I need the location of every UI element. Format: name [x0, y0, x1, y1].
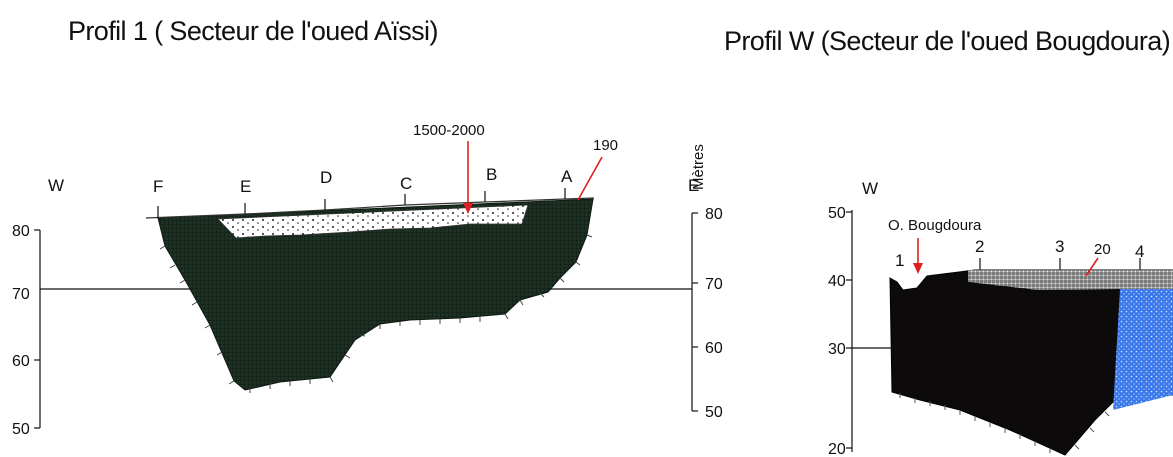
profile-W-left-axis: 50 40 30 20: [828, 205, 853, 457]
p1-left-tick-50: 50: [12, 421, 30, 438]
profile-1-left-axis: 80 70 60 50: [12, 223, 41, 438]
pW-west-label: W: [862, 179, 878, 198]
profile-1-title: Profil 1 ( Secteur de l'oued Aïssi): [68, 16, 438, 46]
p1-station-ticks: [157, 188, 566, 218]
p1-station-B: B: [486, 165, 497, 184]
profile-1-right-axis: 80 70 60 50 Mètres E: [688, 144, 723, 421]
pW-station-1: 1: [895, 251, 904, 270]
p1-station-C: C: [400, 174, 412, 193]
p1-annotation-value: 190: [593, 137, 618, 154]
p1-right-tick-50: 50: [705, 404, 723, 421]
p1-left-tick-60: 60: [12, 353, 30, 370]
p1-left-tick-70: 70: [12, 286, 30, 303]
pW-left-tick-40: 40: [828, 273, 846, 290]
p1-station-A: A: [561, 167, 573, 186]
p1-range-arrowhead: [463, 203, 473, 214]
p1-west-label: W: [48, 176, 64, 195]
pW-left-tick-20: 20: [828, 441, 846, 457]
p1-right-tick-80: 80: [705, 206, 723, 223]
profile-W: Profil W (Secteur de l'oued Bougdoura) 5…: [724, 26, 1173, 457]
p1-annotation-range: 1500-2000: [413, 122, 485, 139]
p1-right-tick-60: 60: [705, 340, 723, 357]
p1-station-D: D: [320, 168, 332, 187]
pW-station-3: 3: [1055, 237, 1064, 256]
pW-value-pointer: [1085, 257, 1099, 277]
profile-1: Profil 1 ( Secteur de l'oued Aïssi) 80 7…: [12, 16, 723, 438]
p1-left-tick-80: 80: [12, 223, 30, 240]
pW-station-4: 4: [1135, 242, 1144, 261]
p1-value-pointer: [577, 156, 603, 201]
pW-aquifer-zone: [1113, 283, 1173, 410]
pW-left-tick-50: 50: [828, 205, 846, 222]
pW-station-ticks: [979, 258, 1141, 270]
p1-right-tick-70: 70: [705, 276, 723, 293]
pW-left-tick-30: 30: [828, 341, 846, 358]
p1-station-E: E: [240, 177, 251, 196]
pW-river-arrowhead: [913, 263, 923, 274]
p1-bedrock: [157, 198, 594, 391]
pW-station-2: 2: [975, 237, 984, 256]
pW-contact-hatching: [899, 393, 1110, 453]
pW-river-label: O. Bougdoura: [888, 217, 982, 234]
pW-annotation-value: 20: [1094, 241, 1111, 258]
p1-alluvium-lens: [217, 204, 529, 239]
profile-W-title: Profil W (Secteur de l'oued Bougdoura): [724, 26, 1170, 56]
p1-east-label: E: [688, 176, 699, 195]
p1-unit-label: Mètres: [690, 144, 707, 190]
p1-contact-hatching: [159, 234, 593, 393]
pW-surface-layer: [968, 270, 1173, 290]
p1-station-F: F: [153, 177, 163, 196]
